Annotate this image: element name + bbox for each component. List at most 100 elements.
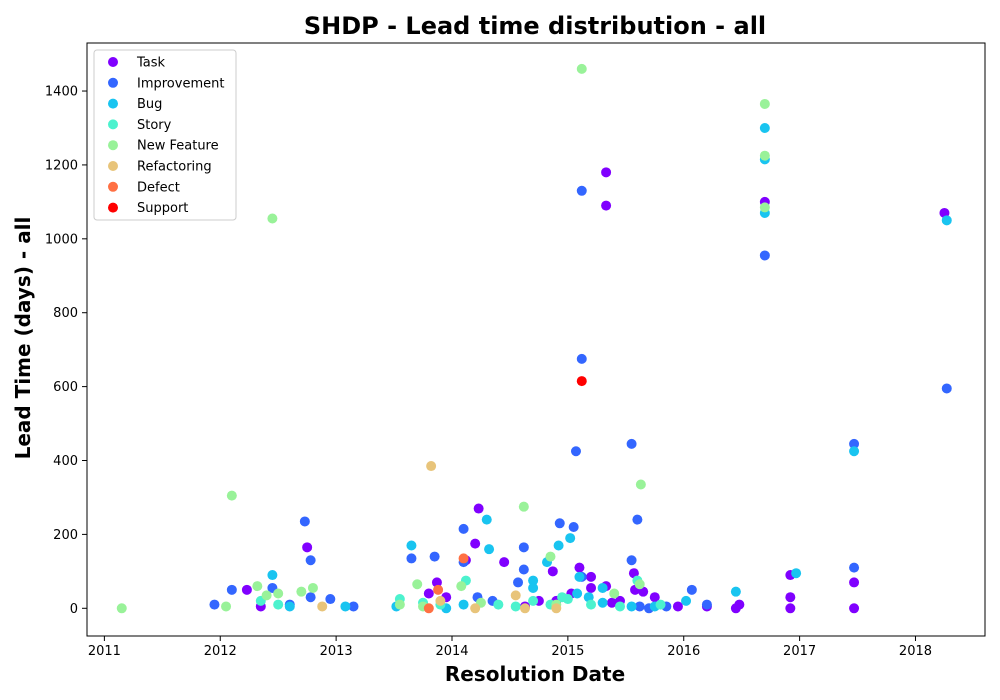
data-point xyxy=(701,599,712,610)
series-refactoring xyxy=(317,461,562,614)
data-point xyxy=(576,376,587,387)
legend-label: Defect xyxy=(137,180,180,195)
data-point xyxy=(547,566,558,577)
data-point xyxy=(518,501,529,512)
data-point xyxy=(510,590,521,601)
data-point xyxy=(299,516,310,527)
legend-label: Improvement xyxy=(137,76,224,91)
data-point xyxy=(606,597,617,608)
series-support xyxy=(576,376,587,387)
y-tick-label: 1000 xyxy=(45,232,78,247)
legend-marker xyxy=(108,98,118,109)
data-point xyxy=(226,490,237,501)
data-point xyxy=(545,551,556,562)
data-point xyxy=(261,590,272,601)
data-point xyxy=(302,542,313,553)
data-point xyxy=(759,202,770,213)
x-axis-label: Resolution Date xyxy=(445,662,625,686)
data-point xyxy=(551,603,562,614)
legend-marker xyxy=(108,77,118,88)
data-point xyxy=(493,599,504,610)
data-point xyxy=(518,564,529,575)
legend-marker xyxy=(108,119,118,130)
data-point xyxy=(499,557,510,568)
x-tick-label: 2012 xyxy=(204,644,237,659)
legend-marker xyxy=(108,161,118,171)
series-new-feature xyxy=(116,63,770,614)
data-point xyxy=(570,446,581,457)
data-point xyxy=(576,63,587,74)
y-tick-label: 800 xyxy=(53,306,78,321)
data-point xyxy=(553,540,564,551)
data-point xyxy=(412,579,423,590)
y-tick-label: 400 xyxy=(53,454,78,469)
data-point xyxy=(730,586,741,597)
data-point xyxy=(325,594,336,605)
data-point xyxy=(317,601,328,612)
data-point xyxy=(849,438,860,449)
data-point xyxy=(941,215,952,226)
data-point xyxy=(273,588,284,599)
data-point xyxy=(941,383,952,394)
y-axis-label: Lead Time (days) - all xyxy=(11,217,35,460)
data-point xyxy=(568,522,579,533)
legend-box xyxy=(93,49,237,221)
data-point xyxy=(284,601,295,612)
data-point xyxy=(672,601,683,612)
series-bug xyxy=(267,122,952,614)
data-point xyxy=(759,98,770,109)
data-point xyxy=(759,150,770,161)
series-task xyxy=(241,167,950,614)
data-point xyxy=(574,571,585,582)
data-point xyxy=(572,588,583,599)
data-point xyxy=(576,185,587,196)
series-improvement xyxy=(209,185,952,614)
data-point xyxy=(574,562,585,573)
chart-title: SHDP - Lead time distribution - all xyxy=(304,12,766,40)
data-point xyxy=(423,603,434,614)
data-point xyxy=(406,553,417,564)
data-point xyxy=(458,523,469,534)
y-tick-label: 0 xyxy=(70,602,78,617)
data-point xyxy=(470,603,481,614)
x-axis-ticks: 2011 2012 2013 2014 2015 2016 2017 2018 xyxy=(88,636,932,659)
data-point xyxy=(116,603,127,614)
data-point xyxy=(433,584,444,595)
data-point xyxy=(849,446,860,457)
x-tick-label: 2015 xyxy=(551,644,584,659)
data-point xyxy=(458,553,469,564)
x-tick-label: 2016 xyxy=(667,644,700,659)
data-point xyxy=(626,438,637,449)
data-point xyxy=(267,213,278,224)
data-point xyxy=(554,518,565,529)
data-point xyxy=(470,538,481,549)
legend-marker xyxy=(108,57,118,67)
data-point xyxy=(431,577,442,588)
data-point xyxy=(791,568,802,579)
data-point xyxy=(481,514,492,525)
data-point xyxy=(519,603,530,614)
data-point xyxy=(586,599,597,610)
legend-label: Support xyxy=(137,201,188,216)
data-point xyxy=(601,200,612,211)
data-point xyxy=(562,594,573,605)
data-point xyxy=(273,599,284,610)
data-point xyxy=(626,601,637,612)
data-point xyxy=(785,592,796,603)
data-point xyxy=(458,599,469,610)
data-point xyxy=(597,582,608,593)
y-axis-ticks: 0 200 400 600 800 1000 1200 1400 xyxy=(45,85,87,617)
data-point xyxy=(267,570,278,581)
data-point xyxy=(221,601,232,612)
data-point xyxy=(634,601,645,612)
data-point xyxy=(252,581,263,592)
data-point xyxy=(609,588,620,599)
legend-label: New Feature xyxy=(137,139,219,154)
data-point xyxy=(686,584,697,595)
data-point xyxy=(406,540,417,551)
data-point xyxy=(456,581,467,592)
data-point xyxy=(426,461,437,472)
plot-area-border xyxy=(86,42,986,637)
